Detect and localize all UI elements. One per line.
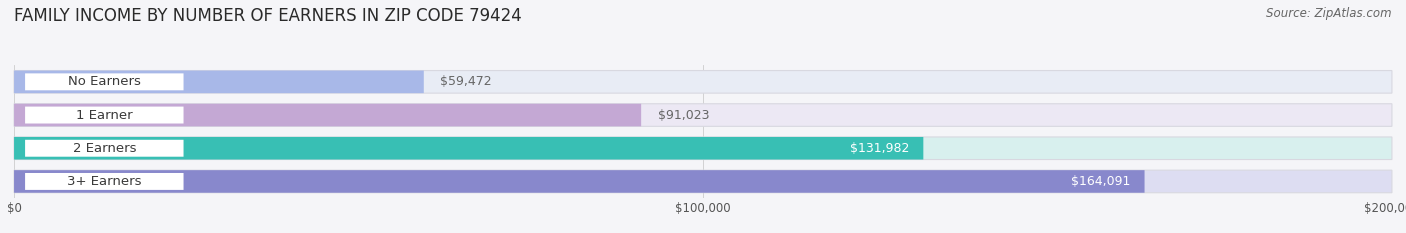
FancyBboxPatch shape: [14, 71, 1392, 93]
FancyBboxPatch shape: [14, 170, 1144, 193]
Text: No Earners: No Earners: [67, 75, 141, 88]
FancyBboxPatch shape: [25, 106, 184, 123]
Text: 2 Earners: 2 Earners: [73, 142, 136, 155]
FancyBboxPatch shape: [14, 104, 641, 126]
Text: Source: ZipAtlas.com: Source: ZipAtlas.com: [1267, 7, 1392, 20]
FancyBboxPatch shape: [14, 104, 1392, 126]
Text: $164,091: $164,091: [1071, 175, 1130, 188]
FancyBboxPatch shape: [14, 71, 423, 93]
Text: $91,023: $91,023: [658, 109, 709, 122]
Text: $131,982: $131,982: [851, 142, 910, 155]
Text: 3+ Earners: 3+ Earners: [67, 175, 142, 188]
FancyBboxPatch shape: [14, 170, 1392, 193]
Text: 1 Earner: 1 Earner: [76, 109, 132, 122]
FancyBboxPatch shape: [14, 137, 924, 160]
Text: FAMILY INCOME BY NUMBER OF EARNERS IN ZIP CODE 79424: FAMILY INCOME BY NUMBER OF EARNERS IN ZI…: [14, 7, 522, 25]
Text: $59,472: $59,472: [440, 75, 492, 88]
FancyBboxPatch shape: [25, 140, 184, 157]
FancyBboxPatch shape: [25, 173, 184, 190]
FancyBboxPatch shape: [14, 137, 1392, 160]
FancyBboxPatch shape: [25, 73, 184, 90]
